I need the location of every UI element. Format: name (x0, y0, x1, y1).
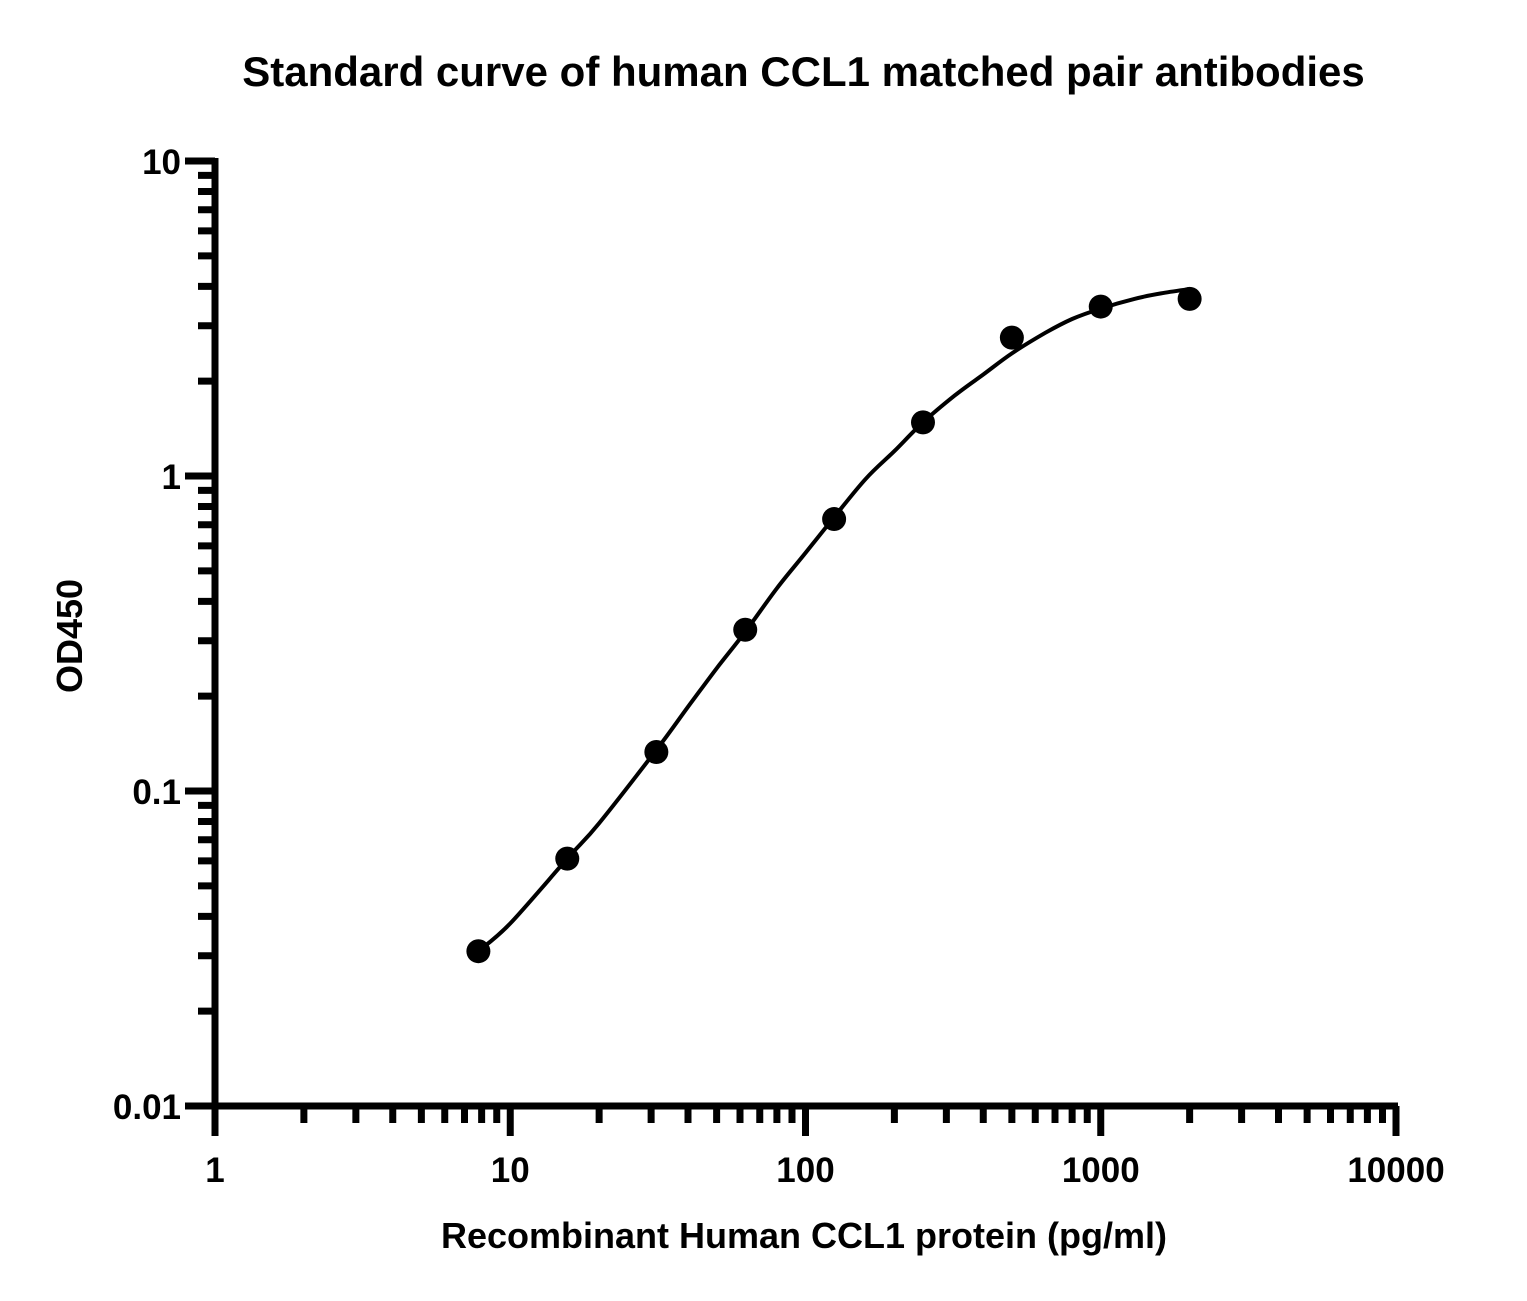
data-point (733, 617, 758, 642)
y-tick-label: 1 (162, 458, 181, 497)
data-point (1177, 286, 1202, 311)
data-point (466, 939, 491, 964)
x-axis-title: Recombinant Human CCL1 protein (pg/ml) (441, 1215, 1167, 1256)
y-tick-label: 0.1 (132, 773, 181, 812)
x-tick-label: 10000 (1347, 1151, 1444, 1190)
data-point (644, 739, 669, 764)
data-point (1088, 294, 1113, 319)
data-point (999, 325, 1024, 350)
fit-curve-layer (477, 287, 1190, 953)
x-tick-label: 10 (491, 1151, 530, 1190)
data-points-layer (466, 286, 1202, 964)
axes: 1 10 100 1000 10000 0.01 0.1 1 10 (113, 143, 1445, 1190)
y-tick-label: 10 (142, 143, 181, 182)
x-tick-label: 100 (776, 1151, 834, 1190)
y-axis-title: OD450 (49, 579, 90, 693)
y-tick-label: 0.01 (113, 1088, 181, 1127)
x-tick-label: 1000 (1062, 1151, 1140, 1190)
fit-curve (477, 287, 1190, 953)
x-tick-label: 1 (205, 1151, 224, 1190)
data-point (822, 507, 847, 532)
data-point (910, 410, 935, 435)
chart-title: Standard curve of human CCL1 matched pai… (242, 48, 1365, 95)
data-point (555, 846, 580, 871)
